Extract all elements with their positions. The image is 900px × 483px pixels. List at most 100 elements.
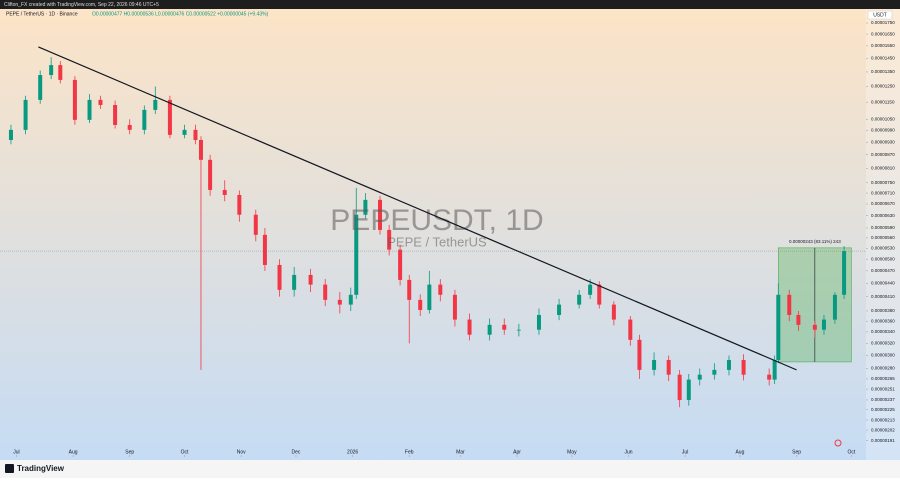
x-tick-label: Apr: [513, 449, 521, 455]
candle-body: [58, 65, 63, 80]
candle-body: [398, 249, 403, 280]
candle-body: [222, 189, 227, 195]
y-tick-label: 0.00000670: [871, 201, 895, 206]
candle-body: [198, 139, 203, 160]
y-tick-label: 0.00000300: [871, 353, 895, 358]
candle-body: [637, 339, 642, 370]
x-tick-label: Nov: [237, 449, 246, 455]
x-tick-label: Mar: [456, 449, 465, 455]
y-tick-label: 0.00000360: [871, 318, 895, 323]
candle-body: [767, 374, 772, 380]
candle-body: [557, 304, 562, 315]
y-tick-label: 0.00000710: [871, 190, 895, 195]
y-tick-label: 0.00000191: [871, 438, 895, 443]
x-tick-label: Sep: [125, 449, 134, 455]
candle-body: [167, 99, 172, 135]
y-tick-label: 0.00001150: [871, 99, 895, 104]
x-tick-label: Jul: [682, 449, 688, 455]
candle-body: [666, 359, 671, 375]
alert-icon[interactable]: [834, 439, 842, 447]
candle-body: [253, 214, 258, 235]
candle-body: [652, 359, 657, 370]
candle-body: [832, 294, 837, 320]
y-tick-label: 0.00001350: [871, 69, 895, 74]
y-tick-label: 0.00000280: [871, 366, 895, 371]
y-tick-label: 0.00000440: [871, 280, 895, 285]
watermark-subtitle: PEPE / TetherUS: [387, 234, 487, 249]
price-axis: [866, 9, 900, 460]
candle-body: [686, 379, 691, 400]
watermark-title: PEPEUSDT, 1D: [330, 204, 543, 237]
candle-body: [354, 214, 359, 295]
candle-body: [348, 294, 353, 305]
candle-body: [208, 159, 213, 190]
candle-body: [308, 274, 313, 285]
y-tick-label: 0.00001550: [871, 43, 895, 48]
y-tick-label: 0.00000225: [871, 407, 895, 412]
x-tick-label: Jun: [624, 449, 632, 455]
candle-body: [98, 99, 103, 105]
candle-body: [8, 129, 13, 140]
y-tick-label: 0.00000202: [871, 427, 895, 432]
x-tick-label: Oct: [181, 449, 189, 455]
y-tick-label: 0.00000410: [871, 294, 895, 299]
candle-body: [502, 324, 507, 330]
candle-body: [597, 284, 602, 305]
y-tick-label: 0.00000251: [871, 386, 895, 391]
candle-body: [842, 251, 847, 295]
candle-body: [127, 124, 132, 130]
y-tick-label: 0.00000990: [871, 128, 895, 133]
y-tick-label: 0.00000320: [871, 341, 895, 346]
credit: Clifton_FX created with TradingView.com,…: [4, 2, 159, 8]
candle-body: [821, 319, 826, 330]
logo: TradingView: [17, 464, 65, 473]
x-tick-label: Aug: [735, 449, 744, 455]
candle-body: [142, 109, 147, 130]
candle-body: [387, 229, 392, 250]
candle-body: [812, 324, 817, 330]
y-tick-label: 0.00000213: [871, 417, 895, 422]
candle-body: [516, 329, 521, 331]
candle-body: [87, 99, 92, 120]
ohlc: O0.00000477 H0.00000536 L0.00000476 C0.0…: [92, 11, 269, 17]
candle-body: [49, 65, 54, 76]
y-tick-label: 0.00000560: [871, 235, 895, 240]
y-tick-label: 0.00000630: [871, 213, 895, 218]
candle-body: [741, 359, 746, 375]
candle-body: [726, 359, 731, 370]
candle-body: [427, 284, 432, 310]
top-bar: [0, 0, 900, 9]
candle-body: [72, 79, 77, 120]
y-tick-label: 0.00000340: [871, 329, 895, 334]
y-tick-label: 0.00001450: [871, 56, 895, 61]
symbol: PEPE / TetherUS · 1D · Binance: [6, 11, 78, 17]
x-tick-label: 2026: [347, 449, 358, 455]
currency-box[interactable]: [867, 10, 893, 20]
logo-icon: [5, 464, 14, 473]
candle-body: [577, 294, 582, 305]
candle-body: [712, 369, 717, 375]
x-tick-label: Jul: [13, 449, 19, 455]
candle-body: [776, 294, 781, 360]
candle-body: [697, 374, 702, 380]
candle-body: [467, 319, 472, 335]
candle-body: [262, 234, 267, 265]
candle-body: [438, 284, 443, 295]
x-tick-label: Sep: [792, 449, 801, 455]
candle-body: [772, 359, 777, 380]
y-tick-label: 0.00000265: [871, 376, 895, 381]
candle-body: [363, 199, 368, 215]
candle-body: [113, 104, 118, 125]
candle-body: [796, 314, 801, 325]
y-tick-label: 0.00000500: [871, 256, 895, 261]
candle-body: [536, 314, 541, 330]
candle-body: [787, 294, 792, 315]
candle-body: [337, 299, 342, 305]
candle-body: [407, 279, 412, 300]
y-tick-label: 0.00000810: [871, 165, 895, 170]
trendline: [38, 46, 797, 371]
candle-body: [628, 319, 633, 340]
candle-body: [237, 194, 242, 215]
candle-body: [292, 274, 297, 290]
candle-body: [378, 199, 383, 230]
